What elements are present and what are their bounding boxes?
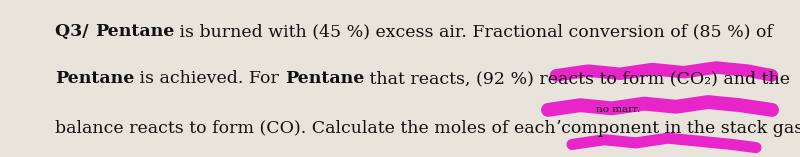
Text: balance reacts to form (CO). Calculate the moles of eachʼcomponent in the stack : balance reacts to form (CO). Calculate t… <box>55 120 800 137</box>
Text: Q3/: Q3/ <box>55 23 94 40</box>
Text: no marr.: no marr. <box>596 105 640 114</box>
Text: that reacts, (92 %) reacts to form (CO₂) and the: that reacts, (92 %) reacts to form (CO₂)… <box>364 70 790 87</box>
Text: is burned with (45 %) excess air. Fractional conversion of (85 %) of: is burned with (45 %) excess air. Fracti… <box>174 23 773 40</box>
Text: is achieved. For: is achieved. For <box>134 70 285 87</box>
Text: Pentane: Pentane <box>285 70 364 87</box>
Text: Pentane: Pentane <box>94 23 174 40</box>
Text: Pentane: Pentane <box>55 70 134 87</box>
